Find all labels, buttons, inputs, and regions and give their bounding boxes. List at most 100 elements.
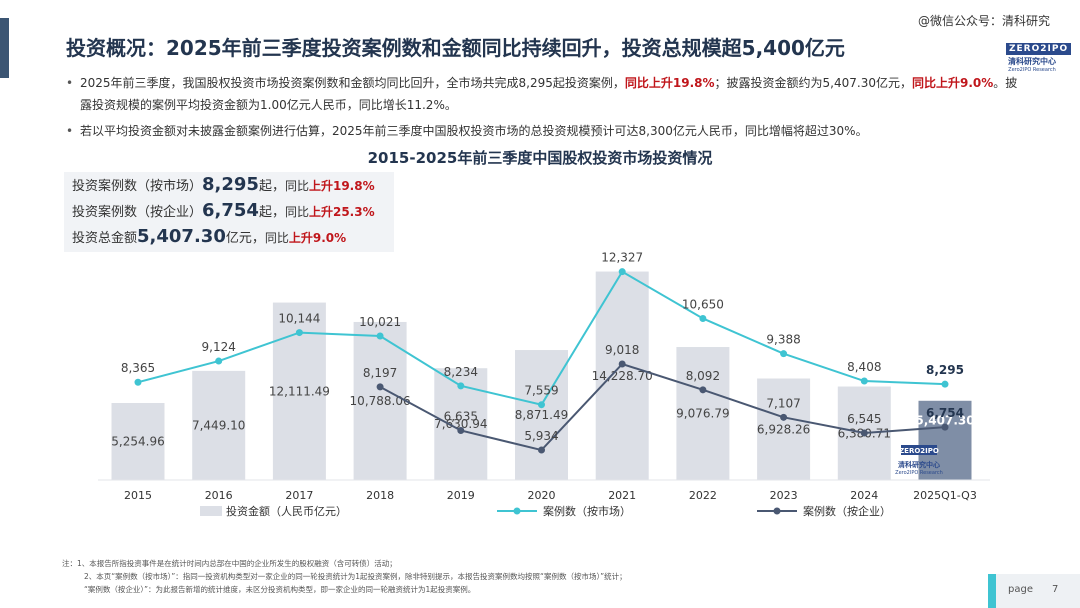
kpi-row: 投资案例数（按市场）8,295起，同比上升19.8% — [64, 172, 394, 198]
kpi-label: 投资案例数（按企业） — [72, 205, 203, 220]
bar-value-label: 5,407.30 — [915, 414, 974, 428]
company-count-value-label: 8,092 — [686, 369, 720, 383]
x-tick-label: 2015 — [124, 489, 152, 502]
x-tick-label: 2020 — [528, 489, 556, 502]
company-count-point — [376, 383, 384, 391]
kpi-label: 投资总金额 — [72, 231, 138, 246]
market-count-point — [699, 314, 707, 322]
kpi-yoy: 同比 — [284, 179, 309, 193]
bar-logo-mark — [901, 445, 937, 455]
market-count-point — [860, 377, 868, 385]
zero2ipo-logo: ZERO2IPO 清科研究中心 Zero2IPO Research — [1006, 36, 1072, 73]
company-count-point — [699, 386, 707, 394]
market-count-point — [134, 378, 142, 386]
company-count-value-label: 5,934 — [524, 429, 558, 443]
kpi-pct: 上升9.0% — [288, 231, 347, 245]
kpi-yoy: 同比 — [284, 205, 309, 219]
bullet-2: 若以平均投资金额对未披露金额案例进行估算，2025年前三季度中国股权投资市场的总… — [64, 120, 1024, 142]
x-tick-label: 2023 — [770, 489, 798, 502]
page-indicator: page 7 — [988, 574, 1080, 608]
bar-value-label: 5,254.96 — [111, 435, 164, 449]
company-count-point — [941, 423, 949, 431]
bar-value-label: 10,788.06 — [350, 394, 411, 408]
kpi-value: 8,295 — [202, 174, 259, 195]
legend-market-marker — [513, 507, 521, 515]
company-count-point — [457, 426, 465, 434]
market-count-value-label: 12,327 — [601, 251, 643, 265]
bar-logo-word: ZERO2IPO — [899, 447, 939, 455]
market-count-value-label: 7,559 — [524, 384, 558, 398]
x-tick-label: 2016 — [205, 489, 233, 502]
bar — [111, 403, 165, 480]
bullet-1: 2025年前三季度，我国股权投资市场投资案例数和金额均同比回升，全市场共完成8,… — [64, 72, 1024, 116]
bar — [918, 400, 972, 480]
footnote-3: “案例数（按企业）”：为此报告新增的统计维度，未区分投资机构类型，即一家企业的同… — [84, 585, 476, 594]
company-count-point — [780, 413, 788, 421]
kpi-row: 投资案例数（按企业）6,754起，同比上升25.3% — [64, 198, 394, 224]
kpi-yoy: 同比 — [264, 231, 289, 245]
page-title: 投资概况：2025年前三季度投资案例数和金额同比持续回升，投资总规模超5,400… — [66, 36, 845, 60]
page-number: 7 — [1052, 584, 1059, 595]
company-count-value-label: 6,754 — [926, 406, 964, 420]
bar — [192, 370, 246, 480]
market-count-value-label: 8,408 — [847, 360, 881, 374]
bar-value-label: 6,928.26 — [757, 422, 810, 436]
bar-logo-en: Zero2IPO Research — [895, 470, 943, 476]
bullet-1-text-c: 。披露投资规模的案例平均投资金额为1.00亿元人民币，同比增长11.2%。 — [80, 76, 1018, 112]
bar — [515, 350, 568, 480]
x-tick-label: 2025Q1-Q3 — [913, 489, 977, 502]
company-count-value-label: 7,107 — [766, 396, 800, 410]
market-count-point — [538, 401, 545, 409]
x-tick-label: 2022 — [689, 489, 717, 502]
bar-value-label: 7,449.10 — [192, 418, 245, 432]
legend-company-label: 案例数（按企业） — [803, 504, 891, 518]
kpi-row: 投资总金额5,407.30亿元，同比上升9.0% — [64, 224, 394, 250]
watermark: @微信公众号：清科研究 — [917, 14, 1050, 28]
kpi-label: 投资案例数（按市场） — [72, 179, 203, 194]
kpi-unit: 起， — [258, 205, 285, 220]
logo-cn: 清科研究中心 — [1008, 57, 1056, 66]
market-count-value-label: 10,144 — [278, 312, 320, 326]
market-count-point — [780, 350, 788, 358]
company-count-value-label: 8,197 — [363, 366, 397, 380]
company-count-value-label: 6,635 — [444, 409, 478, 423]
kpi-pct: 上升25.3% — [308, 205, 375, 219]
bar-value-label: 8,871.49 — [515, 408, 568, 422]
x-tick-label: 2024 — [850, 489, 878, 502]
legend-bar-label: 投资金额（人民币亿元） — [226, 504, 347, 518]
bar — [353, 321, 407, 480]
bar — [595, 271, 649, 480]
company-count-value-label: 6,545 — [847, 412, 881, 426]
bullet-1-text-a: 2025年前三季度，我国股权投资市场投资案例数和金额均同比回升，全市场共完成8,… — [80, 76, 625, 90]
legend-bar-swatch — [200, 506, 222, 516]
market-count-value-label: 8,295 — [926, 363, 964, 377]
market-count-point — [215, 357, 223, 365]
legend-market-label: 案例数（按市场） — [543, 504, 631, 518]
logo-en: Zero2IPO Research — [1008, 67, 1056, 73]
logo-word: ZERO2IPO — [1006, 43, 1072, 55]
company-count-point — [618, 360, 626, 368]
bar-value-label: 7,630.94 — [434, 417, 487, 431]
market-count-value-label: 9,388 — [766, 333, 800, 347]
market-count-value-label: 10,650 — [682, 297, 724, 311]
kpi-unit: 亿元， — [225, 231, 265, 246]
x-tick-label: 2021 — [608, 489, 636, 502]
x-tick-label: 2017 — [285, 489, 313, 502]
x-tick-label: 2018 — [366, 489, 394, 502]
market-count-point — [941, 380, 949, 388]
market-count-value-label: 8,365 — [121, 361, 155, 375]
bullet-1-text-b: ；披露投资金额约为5,407.30亿元， — [714, 76, 912, 90]
bar-value-label: 9,076.79 — [676, 407, 729, 421]
market-count-point — [376, 332, 384, 340]
bar — [676, 347, 730, 480]
kpi-unit: 起， — [258, 179, 285, 194]
bar — [757, 378, 811, 480]
market-count-value-label: 8,234 — [444, 365, 478, 379]
company-count-value-label: 9,018 — [605, 343, 639, 357]
chart-title: 2015-2025年前三季度中国股权投资市场投资情况 — [367, 149, 713, 167]
company-count-line — [379, 362, 946, 452]
page-label: page — [1008, 584, 1033, 595]
company-count-point — [538, 446, 545, 454]
bullet-1-highlight-b: 同比上升9.0% — [912, 76, 994, 90]
